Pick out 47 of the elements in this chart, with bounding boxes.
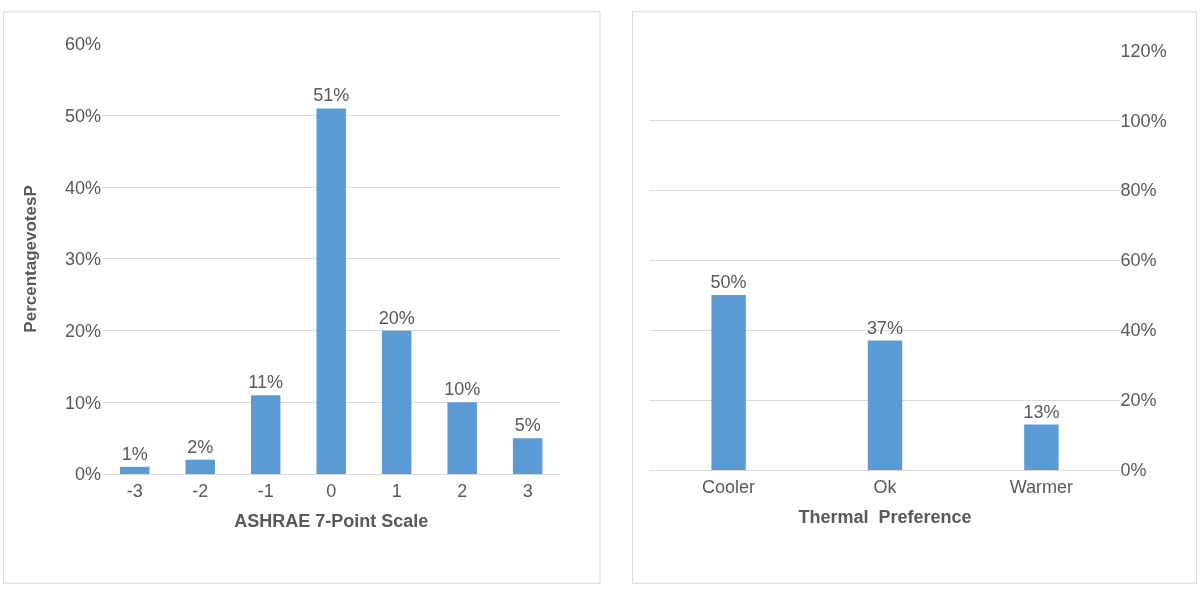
bar — [1024, 424, 1059, 470]
y2-tick-label: 60% — [1120, 250, 1157, 271]
bar — [185, 459, 215, 475]
bar — [512, 438, 543, 475]
data-label: 50% — [710, 272, 747, 293]
y-tick-label: 10% — [64, 392, 101, 413]
x-tick-label: -2 — [192, 480, 209, 501]
data-label: 20% — [378, 307, 415, 328]
y-tick-label: 30% — [64, 249, 101, 270]
y2-tick-label: 100% — [1120, 110, 1167, 131]
x-tick-label: 3 — [522, 480, 533, 501]
y2-tick-label: 120% — [1120, 40, 1167, 61]
x-tick-label: 0 — [326, 480, 337, 501]
x-axis-title: Thermal Preference — [798, 506, 972, 527]
data-label: 10% — [444, 379, 481, 400]
bar — [867, 340, 903, 470]
data-label: 11% — [248, 372, 284, 393]
data-label: 51% — [313, 85, 350, 106]
data-label: 2% — [187, 436, 214, 457]
x-tick-label: Cooler — [702, 476, 756, 497]
y-tick-label: 20% — [64, 320, 101, 341]
y-axis-title: PercentagevotesP — [20, 185, 40, 333]
x-tick-label: Warmer — [1009, 476, 1074, 497]
bar — [381, 330, 412, 475]
x-tick-label: 1 — [391, 480, 402, 501]
x-tick-label: -1 — [257, 480, 274, 501]
x-axis-title: ASHRAE 7-Point Scale — [234, 510, 429, 531]
data-label: 5% — [514, 415, 541, 436]
bar — [250, 395, 281, 475]
y2-tick-label: 20% — [1120, 390, 1157, 411]
y-tick-label: 50% — [64, 105, 101, 126]
data-label: 13% — [1023, 401, 1060, 422]
y2-tick-label: 40% — [1120, 320, 1157, 341]
bar — [447, 402, 477, 475]
bar — [711, 295, 746, 470]
x-tick-label: -3 — [126, 480, 143, 501]
y-tick-label: 0% — [74, 464, 101, 485]
data-label: 37% — [866, 317, 904, 338]
y-tick-label: 40% — [64, 177, 101, 198]
y-tick-label: 60% — [64, 34, 101, 55]
y2-tick-label: 0% — [1120, 460, 1147, 481]
data-label: 1% — [121, 443, 148, 464]
bar — [316, 108, 346, 475]
x-tick-label: 2 — [457, 480, 468, 501]
y2-tick-label: 80% — [1120, 180, 1157, 201]
bar — [120, 466, 150, 475]
x-tick-label: Ok — [873, 476, 898, 497]
